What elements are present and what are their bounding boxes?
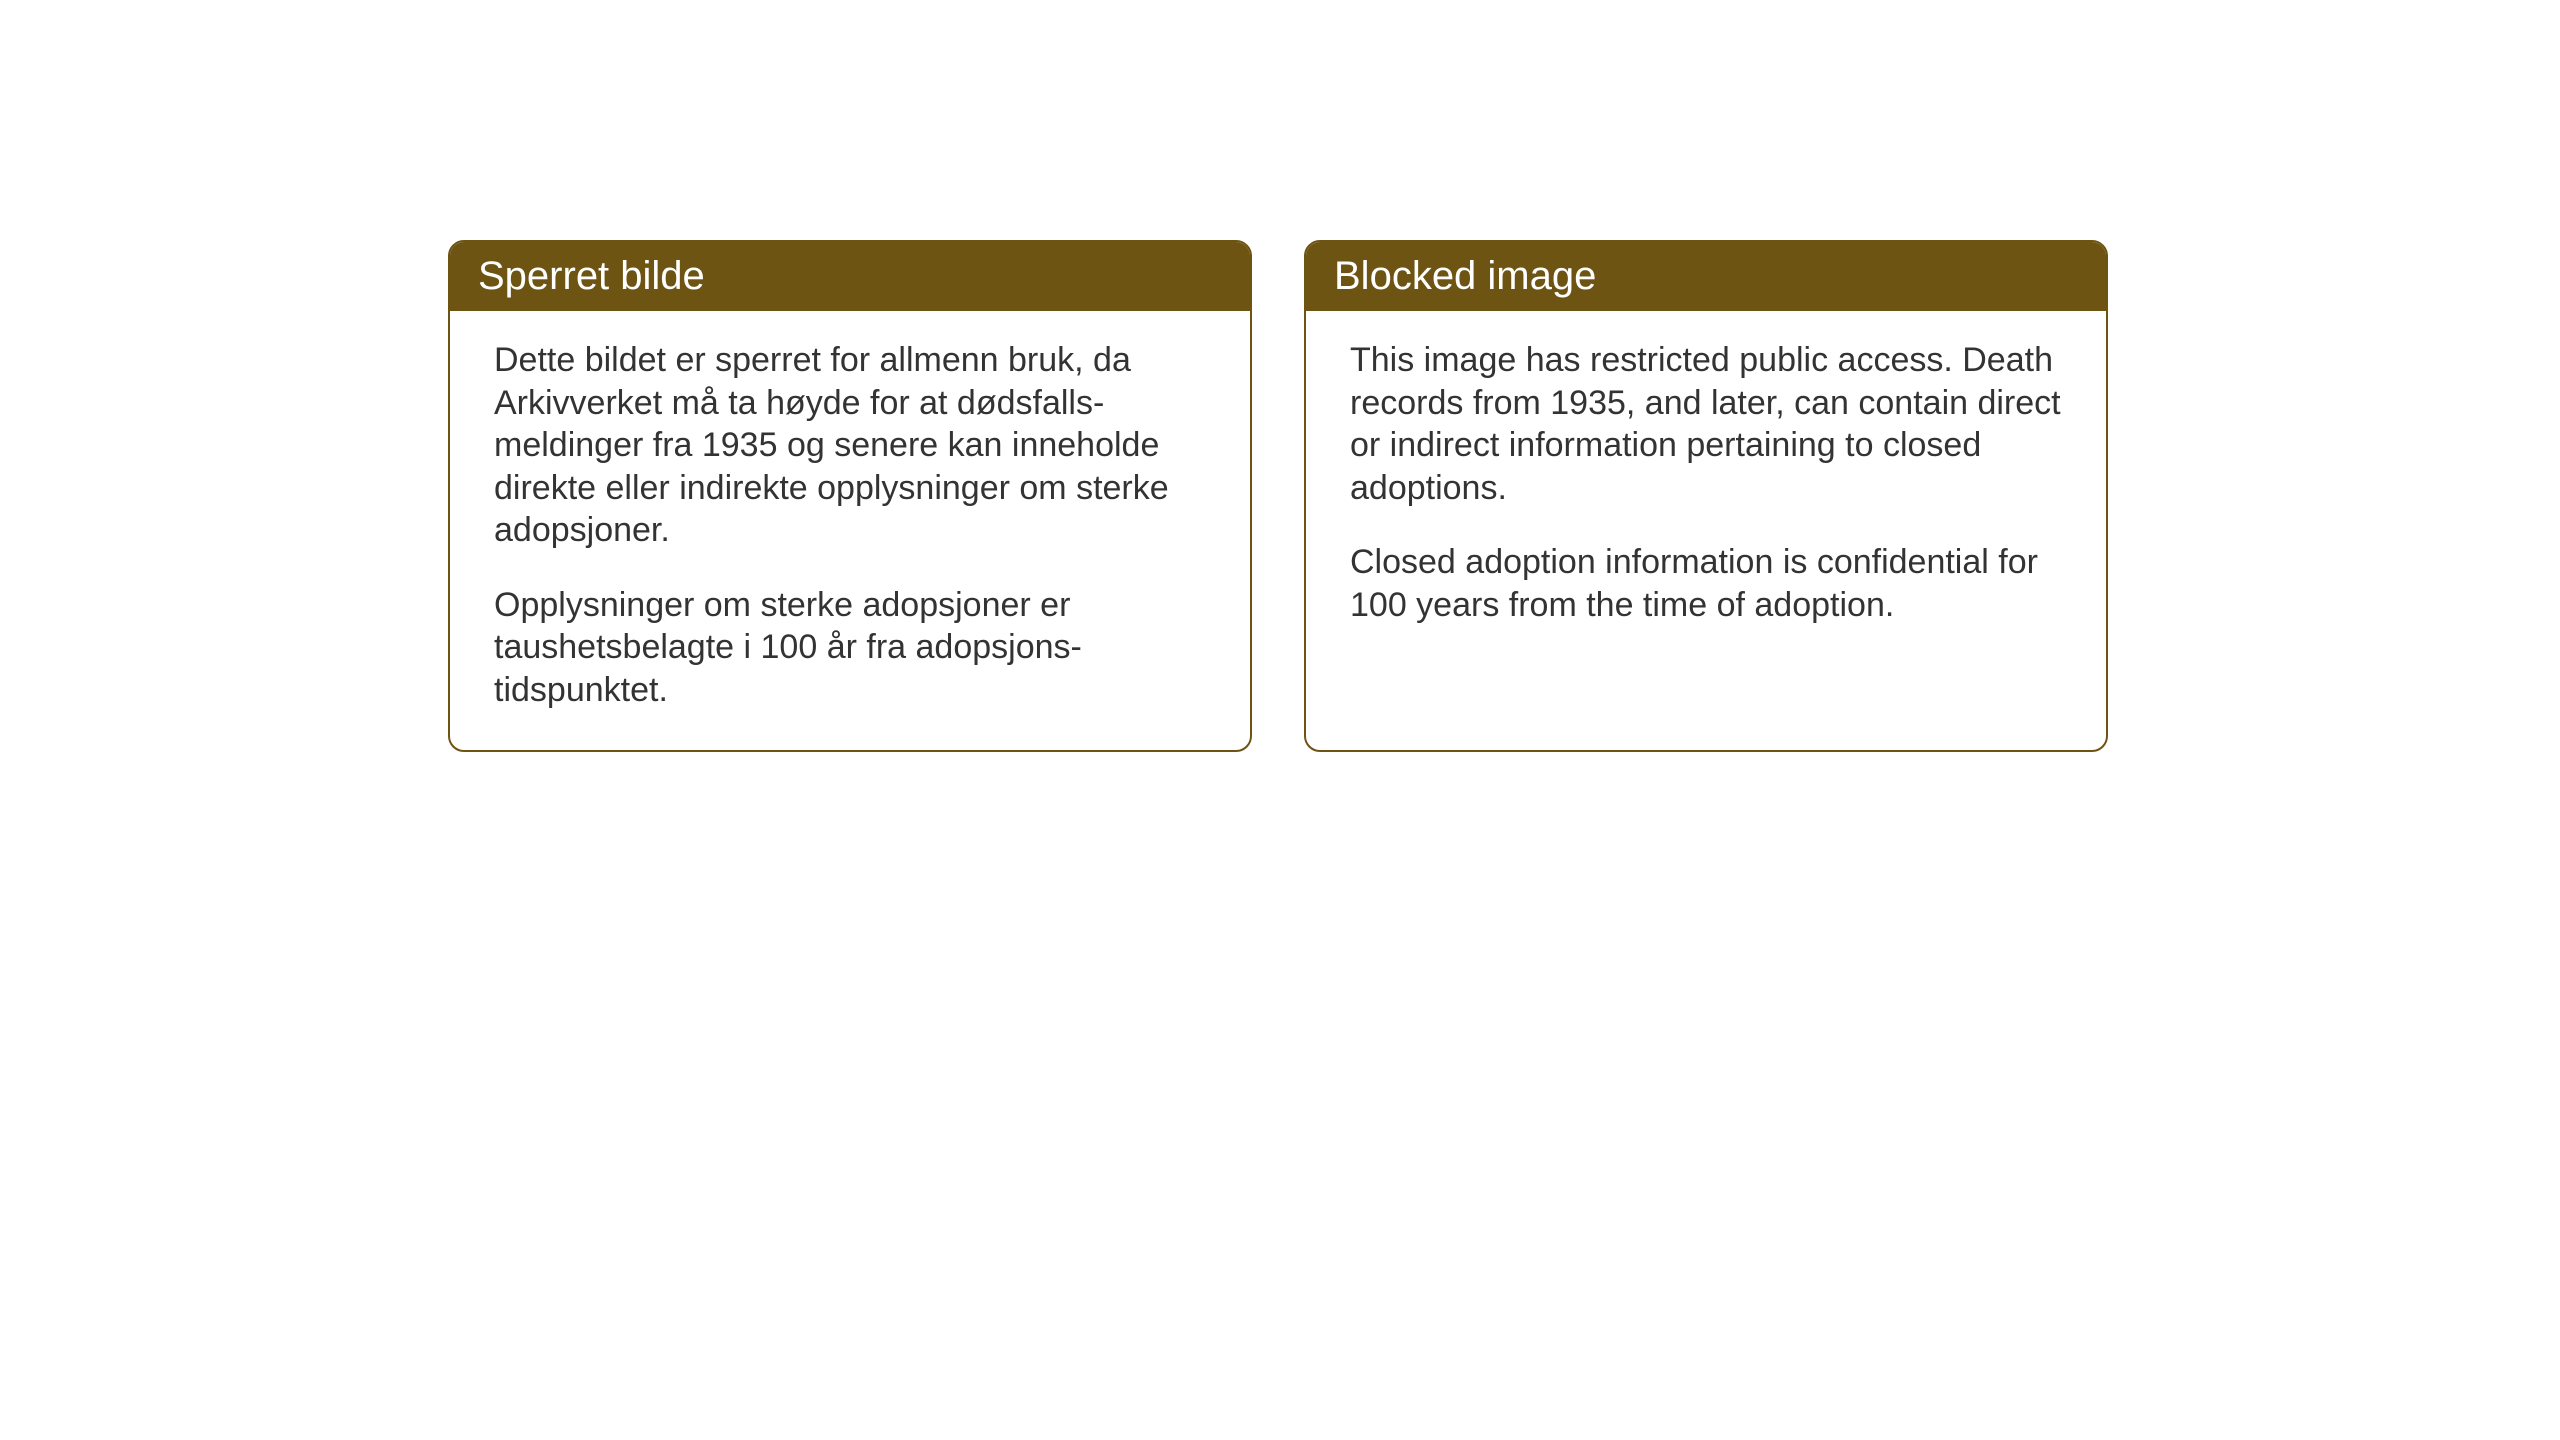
header-title-english: Blocked image [1334, 254, 1596, 298]
card-header-english: Blocked image [1306, 242, 2106, 311]
paragraph-english-2: Closed adoption information is confident… [1350, 541, 2062, 626]
notice-container: Sperret bilde Dette bildet er sperret fo… [448, 240, 2108, 752]
card-body-norwegian: Dette bildet er sperret for allmenn bruk… [450, 311, 1250, 747]
paragraph-norwegian-2: Opplysninger om sterke adopsjoner er tau… [494, 584, 1206, 712]
header-title-norwegian: Sperret bilde [478, 254, 705, 298]
notice-card-english: Blocked image This image has restricted … [1304, 240, 2108, 752]
notice-card-norwegian: Sperret bilde Dette bildet er sperret fo… [448, 240, 1252, 752]
paragraph-norwegian-1: Dette bildet er sperret for allmenn bruk… [494, 339, 1206, 552]
card-header-norwegian: Sperret bilde [450, 242, 1250, 311]
paragraph-english-1: This image has restricted public access.… [1350, 339, 2062, 509]
card-body-english: This image has restricted public access.… [1306, 311, 2106, 662]
